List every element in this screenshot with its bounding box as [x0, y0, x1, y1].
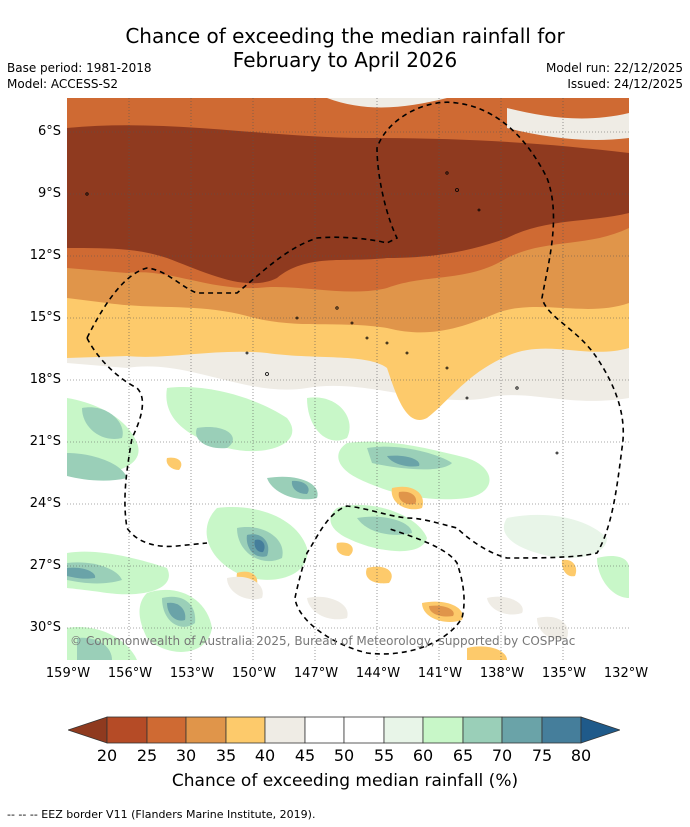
colorbar-seg-7: [343, 716, 385, 744]
title-line-1: Chance of exceeding the median rainfall …: [125, 24, 565, 48]
lon-label-153w: 153°W: [169, 666, 215, 681]
lat-label-18s: 18°S: [29, 372, 61, 387]
cbar-tick-80: 80: [570, 746, 592, 765]
colorbar-seg-11: [501, 716, 543, 744]
lat-label-21s: 21°S: [29, 434, 61, 449]
lon-label-132w: 132°W: [603, 666, 649, 681]
lon-label-141w: 141°W: [417, 666, 463, 681]
colorbar-title: Chance of exceeding median rainfall (%): [171, 771, 519, 791]
colorbar-seg-1: [106, 716, 148, 744]
colorbar-seg-0: [68, 716, 108, 744]
colorbar-seg-9: [422, 716, 464, 744]
eez-legend: -- -- -- EEZ border V11 (Flanders Marine…: [7, 808, 316, 821]
colorbar-seg-3: [185, 716, 227, 744]
meta-right: Model run: 22/12/2025 Issued: 24/12/2025: [546, 60, 683, 92]
cbar-tick-30: 30: [175, 746, 197, 765]
colorbar-seg-2: [146, 716, 187, 744]
map-canvas: [67, 98, 629, 660]
lat-label-15s: 15°S: [29, 310, 61, 325]
cbar-tick-50: 50: [333, 746, 355, 765]
cbar-tick-65: 65: [452, 746, 474, 765]
colorbar-seg-4: [225, 716, 266, 744]
cbar-tick-75: 75: [531, 746, 553, 765]
meta-left: Base period: 1981-2018 Model: ACCESS-S2: [7, 60, 152, 92]
lat-label-27s: 27°S: [29, 558, 61, 573]
colorbar-seg-8: [383, 716, 424, 744]
colorbar: [68, 716, 620, 744]
lon-label-150w: 150°W: [231, 666, 277, 681]
colorbar-seg-5: [264, 716, 306, 744]
cbar-tick-45: 45: [294, 746, 316, 765]
map-title: Chance of exceeding the median rainfall …: [0, 24, 690, 72]
lon-label-144w: 144°W: [355, 666, 401, 681]
lon-label-135w: 135°W: [541, 666, 587, 681]
issued-date: Issued: 24/12/2025: [567, 77, 683, 91]
cbar-tick-25: 25: [136, 746, 158, 765]
base-period: Base period: 1981-2018: [7, 61, 152, 75]
title-line-2: February to April 2026: [232, 48, 458, 72]
model-name: Model: ACCESS-S2: [7, 77, 119, 91]
colorbar-seg-6: [304, 716, 345, 744]
lon-label-138w: 138°W: [479, 666, 525, 681]
cbar-tick-35: 35: [215, 746, 237, 765]
lat-label-12s: 12°S: [29, 248, 61, 263]
colorbar-seg-10: [462, 716, 503, 744]
lon-label-156w: 156°W: [107, 666, 153, 681]
colorbar-seg-13: [580, 716, 620, 744]
cbar-tick-60: 60: [412, 746, 434, 765]
cbar-tick-20: 20: [96, 746, 118, 765]
lat-label-6s: 6°S: [37, 124, 61, 139]
lat-label-9s: 9°S: [37, 186, 61, 201]
cbar-tick-70: 70: [491, 746, 513, 765]
cbar-tick-55: 55: [373, 746, 395, 765]
lat-label-24s: 24°S: [29, 496, 61, 511]
colorbar-seg-12: [541, 716, 582, 744]
lon-label-159w: 159°W: [45, 666, 91, 681]
lat-label-30s: 30°S: [29, 620, 61, 635]
rainfall-map: [67, 98, 629, 660]
copyright-notice: © Commonwealth of Australia 2025, Bureau…: [70, 634, 576, 648]
model-run: Model run: 22/12/2025: [545, 61, 683, 75]
lon-label-147w: 147°W: [293, 666, 339, 681]
cbar-tick-40: 40: [254, 746, 276, 765]
